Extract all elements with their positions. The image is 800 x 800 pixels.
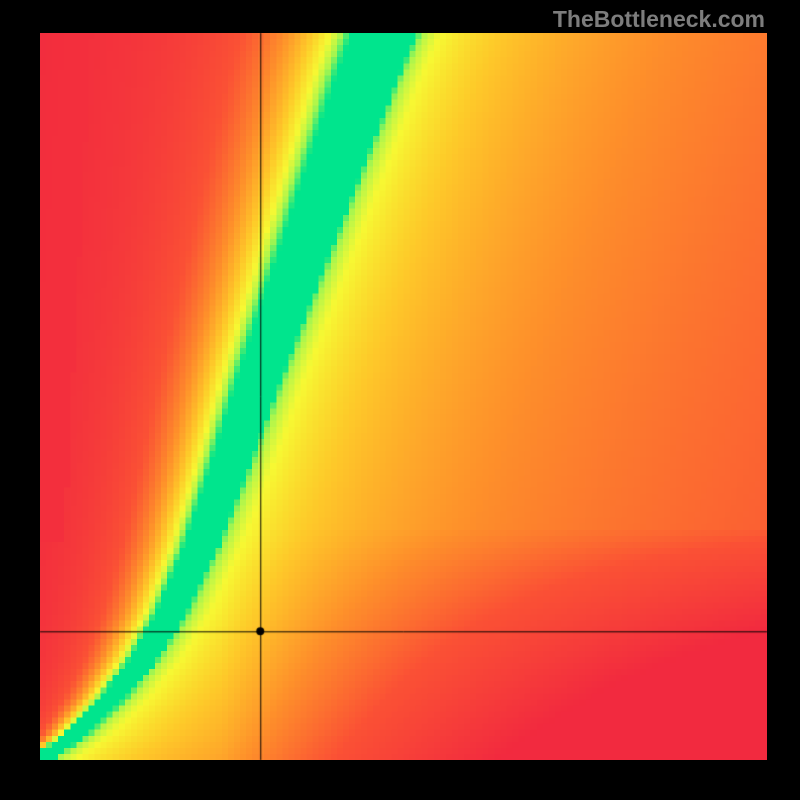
chart-root: TheBottleneck.com — [0, 0, 800, 800]
overlay-canvas — [0, 0, 800, 800]
